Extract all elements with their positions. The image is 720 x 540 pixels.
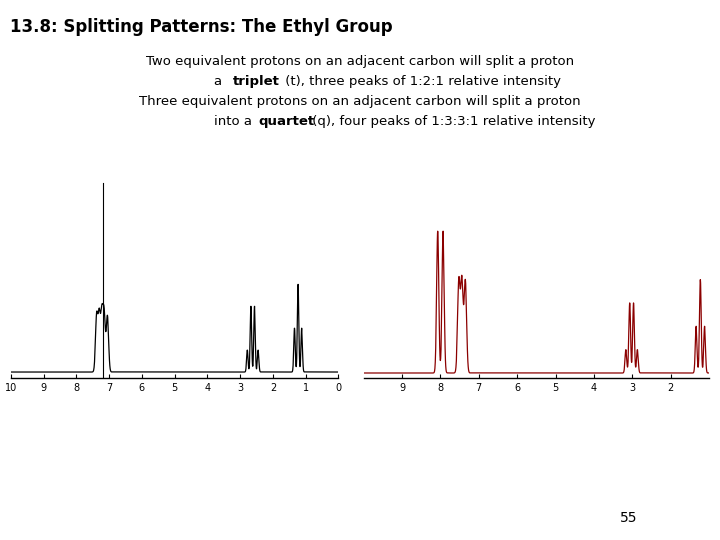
Text: δ= 2.6, q,
J= 7.0, 2H: δ= 2.6, q, J= 7.0, 2H	[170, 265, 220, 287]
Text: into a: into a	[214, 115, 256, 128]
Text: Two equivalent protons on an adjacent carbon will split a proton: Two equivalent protons on an adjacent ca…	[146, 55, 574, 68]
Text: δ= 3.0, q
J= 7.2, 2H: δ= 3.0, q J= 7.2, 2H	[545, 203, 595, 225]
Text: 55: 55	[620, 511, 637, 525]
Text: Macintosh PICT
image format
is not supported: Macintosh PICT image format is not suppo…	[378, 175, 462, 207]
Text: (t), three peaks of 1:2:1 relative intensity: (t), three peaks of 1:2:1 relative inten…	[281, 75, 561, 88]
Text: δ= 1.2, t
J= 7.0, 3H: δ= 1.2, t J= 7.0, 3H	[195, 200, 244, 221]
Text: δ= 1.2, t
J= 7.2, 3H: δ= 1.2, t J= 7.2, 3H	[660, 178, 709, 200]
Text: (q), four peaks of 1:3:3:1 relative intensity: (q), four peaks of 1:3:3:1 relative inte…	[308, 115, 595, 128]
Text: a: a	[214, 75, 226, 88]
Text: δ= 8.0,
  2H: δ= 8.0, 2H	[430, 230, 466, 252]
Text: triplet: triplet	[233, 75, 280, 88]
Text: Three equivalent protons on an adjacent carbon will split a proton: Three equivalent protons on an adjacent …	[139, 95, 581, 108]
Text: quartet: quartet	[258, 115, 314, 128]
Text: 13.8: Splitting Patterns: The Ethyl Group: 13.8: Splitting Patterns: The Ethyl Grou…	[10, 18, 392, 36]
Text: δ= 7.6-7.3,
   m, 3H: δ= 7.6-7.3, m, 3H	[462, 310, 516, 332]
Text: δ= 7.4-7.1,
   m, 5H: δ= 7.4-7.1, m, 5H	[12, 270, 66, 292]
Text: Macintosh PICT
image format
is not supported: Macintosh PICT image format is not suppo…	[28, 178, 112, 211]
